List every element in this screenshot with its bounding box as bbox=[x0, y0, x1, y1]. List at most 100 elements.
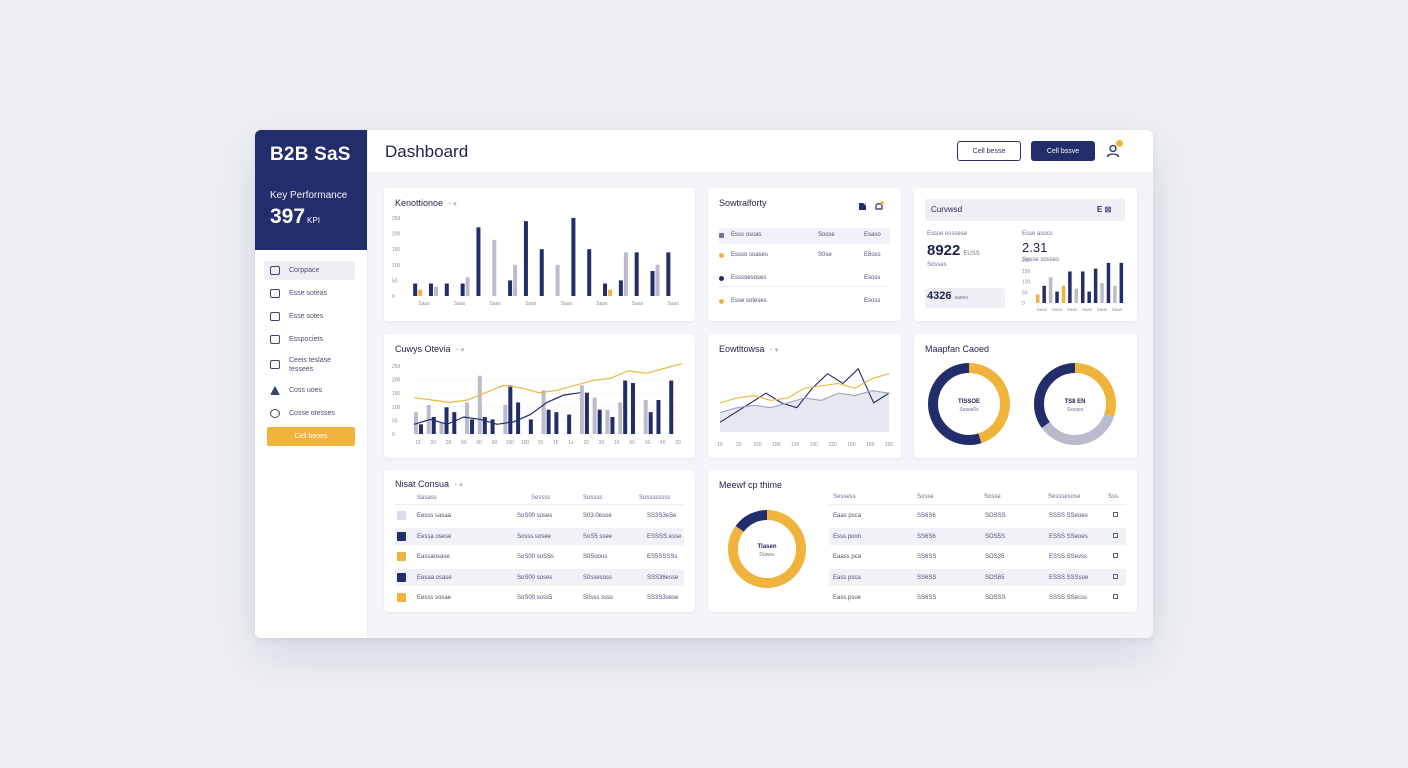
cell: S03.0esoe bbox=[583, 513, 612, 519]
x-tick-label: 15 bbox=[553, 440, 559, 446]
x-tick-label: 150 bbox=[866, 442, 875, 448]
donut-segment bbox=[1034, 363, 1116, 445]
table-row[interactable]: Esss poon SS6S6 SOS5S ESSS SSeoes bbox=[829, 527, 1126, 545]
x-tick-label: 60 bbox=[492, 440, 498, 446]
bar bbox=[608, 289, 613, 296]
column-header[interactable]: Sosse bbox=[984, 494, 1001, 500]
table-row[interactable]: Eassaosase SoS00 soSSs S0Sooos ES5SSSSs bbox=[395, 548, 684, 565]
row-dot bbox=[719, 299, 724, 304]
x-tick-label: 100 bbox=[506, 440, 515, 446]
bell-icon[interactable] bbox=[874, 201, 884, 211]
cell: ESSS SSevss bbox=[1049, 554, 1088, 560]
sidebar-item-label: Esse soteas bbox=[289, 290, 328, 297]
bar bbox=[460, 283, 465, 296]
list-item[interactable]: Esssoesoses Esoss bbox=[719, 271, 890, 287]
bar bbox=[418, 289, 423, 296]
column-header[interactable]: Sss bbox=[1108, 494, 1119, 500]
chevron-down-icon[interactable]: ◔ ▾ bbox=[453, 482, 463, 489]
cell: S0sss ssss bbox=[583, 595, 614, 601]
x-tick-label: Saas bbox=[1082, 307, 1093, 312]
outline-button[interactable]: Cell besse bbox=[957, 141, 1021, 161]
list-item[interactable]: Esss oscas Sosse Esaso bbox=[719, 228, 890, 244]
grid-icon[interactable]: E ⊠ bbox=[1097, 205, 1112, 214]
cell: SOSSS bbox=[985, 595, 1006, 601]
table-row[interactable]: Eaas psca SS6S6 SOSSS SSSS SSeoes bbox=[829, 507, 1126, 524]
bar bbox=[523, 221, 528, 296]
growth-card: Sowtralforty Esss oscas Sosse Esaso Esss… bbox=[708, 188, 901, 321]
column-header[interactable]: Sossssssss bbox=[639, 495, 671, 501]
card-title-text: Sowtralforty bbox=[719, 198, 767, 208]
calendar-icon bbox=[270, 265, 280, 275]
table-row[interactable]: Eass psca SS6SS SOS65 ESSS SSSsoe bbox=[829, 568, 1126, 586]
list-item[interactable]: Essso soases S0se E8oss bbox=[719, 248, 890, 264]
x-tick-label: 100 bbox=[521, 440, 530, 446]
table-row[interactable]: Eesss sosae SoS00 soss5 S0sss ssss SS3S3ses… bbox=[395, 589, 684, 606]
bar bbox=[414, 412, 418, 434]
bar bbox=[592, 397, 597, 434]
y-tick-label: 100 bbox=[392, 263, 401, 269]
x-tick-label: Saas bbox=[596, 301, 608, 307]
table-row[interactable]: Eass psoe SS6SS SOSSS SSSS SSecss bbox=[829, 589, 1126, 606]
sidebar-action-button[interactable]: Cell beoes bbox=[267, 427, 355, 446]
bar bbox=[444, 407, 449, 434]
table-row[interactable]: Eessa osese Sosss sosee SoS5 ssee ESSSS.ess… bbox=[395, 527, 684, 545]
row-color-swatch bbox=[397, 552, 406, 561]
table-row[interactable]: Eaass pca SS6SS SOS35 ESSS SSevss bbox=[829, 548, 1126, 565]
chevron-down-icon[interactable]: ◔ ▾ bbox=[447, 201, 457, 208]
sidebar-item-label: Corppace bbox=[289, 267, 320, 274]
x-tick-label: 16 bbox=[645, 440, 651, 446]
kpi-value: 397 KPI bbox=[270, 205, 352, 229]
y-tick-label: 200 bbox=[392, 378, 401, 384]
cell: Eass psoe bbox=[833, 595, 862, 601]
area-fill bbox=[720, 390, 889, 432]
bar bbox=[656, 400, 661, 434]
bar bbox=[1048, 277, 1053, 303]
x-tick-label: 20 bbox=[431, 440, 437, 446]
y-tick-label: 150 bbox=[392, 391, 401, 397]
y-tick-label: 150 bbox=[1022, 269, 1031, 275]
table-row[interactable]: Eesss sasaa SoS00 soses S03.0esoe SS3S3eSe bbox=[395, 507, 684, 524]
y-tick-label: 200 bbox=[392, 232, 401, 238]
row-label: Esssoesoses bbox=[731, 275, 767, 281]
row-checkbox[interactable] bbox=[1113, 512, 1118, 517]
column-header[interactable]: Sosse bbox=[917, 494, 934, 500]
cell: Eass psca bbox=[833, 574, 861, 581]
edit-icon[interactable] bbox=[858, 201, 868, 211]
cell: ES5SSSSs bbox=[647, 554, 678, 560]
app-window: B2B SaS Key Performance 397 KPI Corppace … bbox=[255, 130, 1153, 638]
x-tick-label: Saas bbox=[525, 301, 537, 307]
donut-segment bbox=[1034, 363, 1116, 445]
column-header[interactable]: Sessess bbox=[833, 494, 856, 500]
chevron-down-icon[interactable]: ◔ ▾ bbox=[454, 347, 465, 354]
sidebar-item-7[interactable]: Cosse otesses bbox=[264, 404, 355, 423]
row-checkbox[interactable] bbox=[1113, 573, 1118, 579]
row-checkbox[interactable] bbox=[1113, 553, 1118, 558]
bar bbox=[1042, 285, 1046, 303]
chevron-down-icon[interactable]: ◔ ▾ bbox=[768, 347, 779, 354]
cell: SoS00 soses bbox=[517, 513, 553, 519]
sidebar: B2B SaS Key Performance 397 KPI Corppace … bbox=[255, 130, 368, 638]
primary-button[interactable]: Cell bssve bbox=[1031, 141, 1095, 161]
trend-chart-card: Eowtltowsa ◔ ▾ 15 20 150 150 120 100 120 150 150 1… bbox=[708, 334, 901, 458]
row-checkbox[interactable] bbox=[1113, 594, 1118, 599]
table-row[interactable]: Eesaa osase SoS00 soses S0ssesoss SSS36esse bbox=[395, 568, 684, 586]
navy-trend-line bbox=[413, 392, 581, 425]
column-header[interactable]: Sessss bbox=[531, 495, 551, 501]
sidebar-item-6[interactable]: Coss uoes bbox=[264, 381, 355, 400]
x-tick-label: Saas bbox=[632, 301, 644, 307]
sidebar-item-1[interactable]: Corppace bbox=[264, 261, 355, 280]
series-line bbox=[719, 373, 890, 404]
column-header[interactable]: Sasass bbox=[417, 495, 437, 501]
sidebar-item-3[interactable]: Esse sotes bbox=[264, 307, 355, 326]
trend-line-chart: 15 20 150 150 120 100 120 150 150 150 bbox=[717, 363, 893, 448]
user-icon[interactable] bbox=[1105, 143, 1121, 159]
row-checkbox[interactable] bbox=[1113, 532, 1118, 538]
list-item[interactable]: Esse soteses Esoss bbox=[719, 294, 890, 310]
sidebar-item-2[interactable]: Esse soteas bbox=[264, 284, 355, 303]
x-tick-label: Saas bbox=[1052, 307, 1063, 312]
x-tick-label: 1s bbox=[568, 440, 574, 446]
sidebar-item-5[interactable]: Ceeis teslase tessees bbox=[264, 353, 355, 377]
sidebar-item-4[interactable]: Esspociets bbox=[264, 330, 355, 349]
column-header[interactable]: Sossss bbox=[583, 495, 603, 501]
column-header[interactable]: Sesssesose bbox=[1048, 494, 1081, 500]
